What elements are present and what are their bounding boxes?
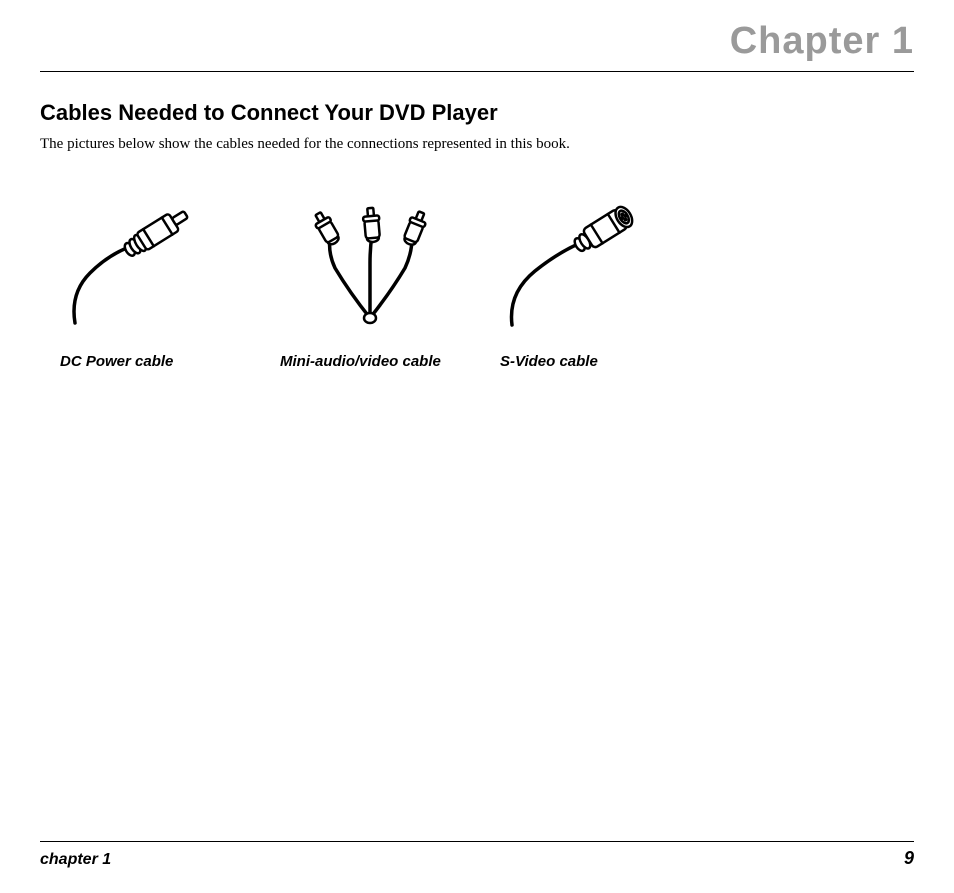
footer-chapter-label: chapter 1 xyxy=(40,851,111,869)
chapter-header: Chapter 1 xyxy=(40,20,914,72)
section-title: Cables Needed to Connect Your DVD Player xyxy=(40,100,914,126)
cable-row: DC Power cable xyxy=(60,193,914,370)
cable-item-dc-power: DC Power cable xyxy=(60,193,240,370)
mini-av-cable-illustration xyxy=(280,193,460,333)
footer-page-number: 9 xyxy=(904,848,914,869)
page-footer: chapter 1 9 xyxy=(40,841,914,869)
dc-power-cable-illustration xyxy=(60,193,240,333)
svideo-cable-illustration xyxy=(500,193,680,333)
section-body: The pictures below show the cables neede… xyxy=(40,136,914,153)
cable-item-svideo: S-Video cable xyxy=(500,193,680,370)
chapter-title: Chapter 1 xyxy=(730,20,914,62)
cable-item-mini-av: Mini-audio/video cable xyxy=(280,193,460,370)
cable-label: Mini-audio/video cable xyxy=(280,353,441,370)
cable-label: DC Power cable xyxy=(60,353,173,370)
cable-label: S-Video cable xyxy=(500,353,598,370)
